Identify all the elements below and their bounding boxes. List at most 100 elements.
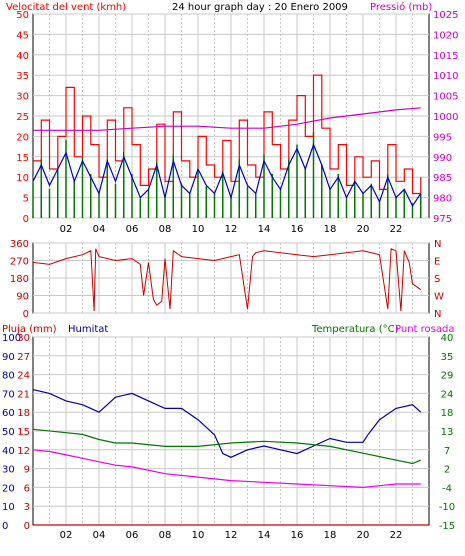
compass-tick-label: E [434,257,440,268]
wind-y-tick-label: 10 [16,173,29,184]
pressure-y-tick-label: 995 [433,132,452,143]
humidity-y-tick-label: 100 [2,333,21,344]
direction-y-tick-label: 0 [23,309,29,320]
x-tick-label: 20 [357,530,370,541]
humidity-y-tick-label: 70 [2,389,15,400]
direction-series [32,248,422,312]
humidity-y-tick-label: 90 [2,352,15,363]
graph-title: 24 hour graph day : 20 Enero 2009 [172,2,348,13]
x-tick-label: 22 [390,530,403,541]
rain-y-tick-label: 9 [24,465,30,476]
wind-y-tick-label: 0 [23,214,29,225]
humidity-y-tick-label: 0 [2,521,8,532]
temperature-y-tick-label: 2 [444,465,450,476]
x-tick-label: 08 [159,530,172,541]
pressure-y-tick-label: 1025 [433,10,458,21]
x-tick-label: 12 [225,530,238,541]
wind-y-tick-label: 25 [16,112,29,123]
x-tick-label: 02 [60,224,73,235]
x-tick-label: 02 [60,530,73,541]
series-dewpoint [32,449,421,489]
rain-y-tick-label: 21 [17,389,30,400]
wind-y-tick-label: 40 [16,51,29,62]
wind-y-tick-label: 20 [16,132,29,143]
temperature-y-tick-label: 29 [441,371,454,382]
rain-y-tick-label: 6 [24,483,30,494]
pressure-y-tick-label: 985 [433,173,452,184]
rain-y-tick-label: 15 [17,427,30,438]
x-tick-label: 14 [258,224,271,235]
temperature-y-tick-label: -10 [439,502,455,513]
wind-series-pressure [33,107,421,131]
temperature-y-tick-label: -4 [442,483,452,494]
x-tick-label: 16 [291,530,304,541]
pressure-y-tick-label: 990 [433,153,452,164]
direction-y-tick-label: 270 [10,257,29,268]
pressure-axis-title: Pressió (mb) [370,1,432,13]
wind-y-tick-label: 15 [16,153,29,164]
compass-tick-label: N [434,239,441,250]
rain-y-tick-label: 30 [17,333,30,344]
humidity-y-tick-label: 20 [2,483,15,494]
humidity-y-tick-label: 10 [2,502,15,513]
humidity-y-tick-label: 50 [2,427,15,438]
humidity-y-tick-label: 80 [2,371,15,382]
temperature-y-tick-label: 13 [441,427,454,438]
x-tick-label: 20 [357,224,370,235]
temperature-y-tick-label: 35 [441,352,454,363]
humidity-y-tick-label: 30 [2,465,15,476]
wind-y-tick-label: 45 [16,30,29,41]
x-tick-label: 22 [390,224,403,235]
x-tick-label: 18 [324,224,337,235]
temperature-axis-title: Temperatura (°C) [311,324,399,335]
pressure-y-tick-label: 1010 [433,71,458,82]
rain-axis-title: Pluja (mm) [2,324,57,335]
pressure-y-tick-label: 1015 [433,51,458,62]
series-humidity [32,389,422,458]
pressure-y-tick-label: 980 [433,194,452,205]
wind-y-tick-label: 5 [23,194,29,205]
temperature-y-tick-label: 40 [441,333,454,344]
temperature-y-tick-label: 18 [441,408,454,419]
rain-y-tick-label: 12 [17,446,30,457]
x-tick-label: 06 [126,224,139,235]
wind-y-tick-label: 50 [16,10,29,21]
rain-y-tick-label: 24 [17,371,30,382]
x-tick-label: 06 [126,530,139,541]
pressure-y-tick-label: 1005 [433,92,458,103]
dewpoint-axis-title: Punt rosada [395,324,454,335]
x-tick-label: 04 [93,530,106,541]
pressure-y-tick-label: 1000 [433,112,458,123]
wind-series-gust [33,74,422,195]
direction-y-tick-label: 90 [16,292,29,303]
wind-y-tick-label: 30 [16,92,29,103]
wind-series-average [32,142,422,207]
humidity-axis-title: Humitat [68,324,108,335]
series-temperature [32,428,422,465]
rain-y-tick-label: 3 [24,502,30,513]
x-tick-label: 10 [192,224,205,235]
x-tick-label: 10 [192,530,205,541]
temperature-y-tick-label: -15 [439,521,455,532]
direction-y-tick-label: 180 [10,274,29,285]
compass-tick-label: S [434,274,440,285]
pressure-y-tick-label: 975 [433,214,452,225]
x-tick-label: 08 [159,224,172,235]
temperature-y-tick-label: 7 [444,446,450,457]
x-tick-label: 04 [93,224,106,235]
x-tick-label: 16 [291,224,304,235]
compass-tick-label: W [434,292,444,303]
pressure-y-tick-label: 1020 [433,30,458,41]
x-tick-label: 18 [324,530,337,541]
wind-y-tick-label: 35 [16,71,29,82]
compass-tick-label: N [434,309,441,320]
temperature-y-tick-label: 24 [441,389,454,400]
humidity-y-tick-label: 60 [2,408,15,419]
rain-y-tick-label: 18 [17,408,30,419]
x-tick-label: 14 [258,530,271,541]
direction-y-tick-label: 360 [10,239,29,250]
x-tick-label: 12 [225,224,238,235]
rain-y-tick-label: 0 [24,521,30,532]
